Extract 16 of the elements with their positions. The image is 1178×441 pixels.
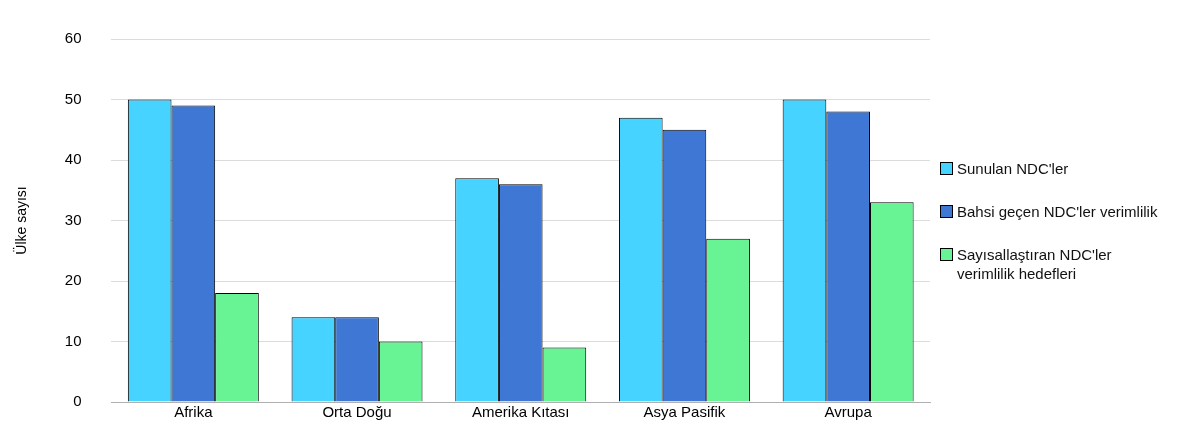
x-tick-label: Afrika	[174, 403, 214, 421]
y-tick-label: 50	[64, 89, 82, 107]
x-tick-label: Amerika Kıtası	[471, 403, 570, 421]
y-tick-label: 60	[64, 29, 82, 47]
x-tick-label: Avrupa	[824, 403, 873, 421]
x-tick-label: Orta Doğu	[322, 403, 392, 421]
legend-label: Sayısallaştıran NDC'ler verimlilik hedefleri	[957, 244, 1113, 283]
legend-label: Sunulan NDC'ler	[957, 158, 1069, 178]
y-tick-label: 30	[64, 210, 82, 228]
y-tick-label: 10	[64, 331, 82, 349]
x-tick-label: Asya Pasifik	[643, 403, 726, 421]
y-tick-label: 0	[73, 392, 82, 410]
y-tick-label: 20	[64, 271, 82, 289]
y-tick-label: 40	[64, 150, 82, 168]
legend-label: Bahsi geçen NDC'ler verimlilik	[957, 201, 1158, 221]
y-axis-title: Ülke sayısı	[12, 186, 30, 255]
